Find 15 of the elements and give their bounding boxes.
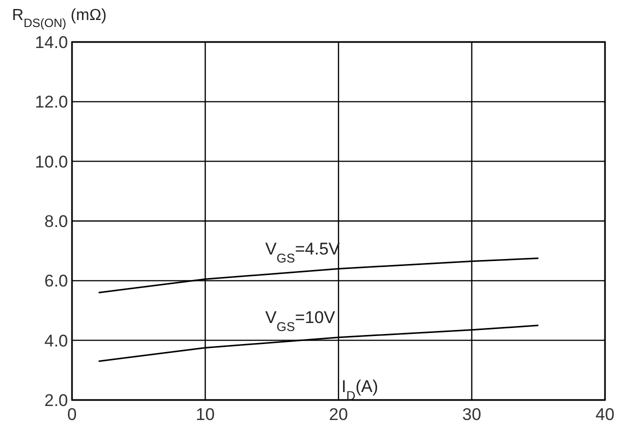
y-tick-label: 14.0 bbox=[34, 33, 68, 52]
y-tick-label: 8.0 bbox=[44, 212, 68, 231]
y-tick-label: 6.0 bbox=[44, 272, 68, 291]
x-tick-label: 20 bbox=[329, 405, 348, 424]
y-tick-label: 12.0 bbox=[34, 92, 68, 112]
series-label: V$_{GS}$=10V bbox=[265, 308, 336, 334]
y-tick-label: 4.0 bbox=[44, 331, 68, 350]
y-axis-title: R$_{DS(ON)}$ (mΩ) bbox=[12, 7, 107, 30]
x-tick-label: 30 bbox=[462, 405, 482, 424]
x-tick-label: 0 bbox=[67, 405, 77, 424]
y-tick-label: 2.0 bbox=[44, 391, 68, 410]
x-tick-label: 10 bbox=[196, 405, 215, 424]
y-tick-label: 10.0 bbox=[34, 152, 68, 172]
x-axis-title: I$_{D}$(A) bbox=[342, 377, 378, 402]
x-tick-label: 40 bbox=[596, 405, 614, 424]
